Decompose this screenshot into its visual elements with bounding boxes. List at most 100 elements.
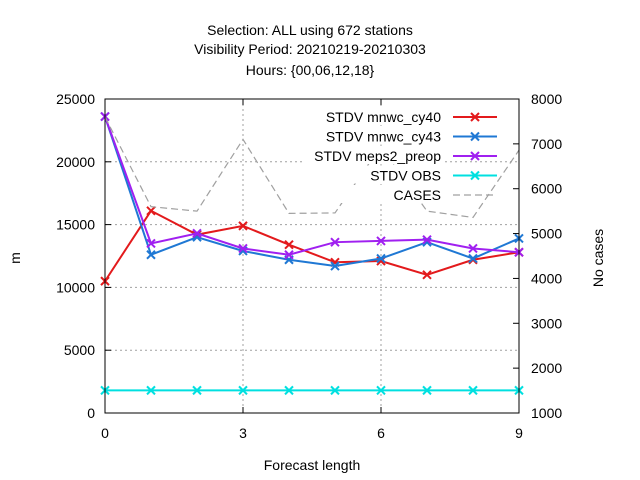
legend-text-bg	[305, 185, 445, 203]
data-point	[238, 385, 248, 396]
data-point	[146, 385, 156, 396]
legend-text-bg	[305, 107, 445, 125]
marker-stroke	[470, 170, 480, 181]
data-point	[422, 234, 432, 245]
y2-tick-label: 2000	[531, 360, 562, 376]
marker-stroke	[284, 385, 294, 396]
marker-stroke	[470, 112, 480, 122]
data-point	[422, 385, 432, 396]
data-point	[422, 270, 432, 280]
data-point	[146, 250, 156, 260]
legend-marker	[470, 170, 480, 181]
marker-stroke	[146, 206, 156, 216]
y2-tick-label: 7000	[531, 136, 562, 152]
legend-text-bg	[305, 126, 445, 145]
series-line-stdv-mnwc-cy40	[104, 209, 520, 282]
marker-stroke	[422, 385, 432, 396]
marker-stroke	[146, 238, 156, 249]
data-point	[284, 385, 294, 396]
data-point	[468, 385, 478, 396]
marker-stroke	[330, 261, 340, 271]
y2-tick-label: 1000	[531, 405, 562, 421]
series-cases	[104, 116, 520, 219]
data-point	[192, 385, 202, 396]
axes: 0 5000 10000 15000 20000 25000 0 3 6 9 1000 2000 300…	[56, 91, 562, 441]
data-point	[284, 239, 294, 250]
y-tick-label: 10000	[56, 279, 95, 295]
legend-marker	[470, 112, 480, 122]
data-point	[376, 385, 386, 396]
marker-stroke	[330, 237, 340, 247]
y2-tick-label: 3000	[531, 315, 562, 331]
marker-stroke	[470, 151, 480, 161]
series-stdv-obs	[100, 385, 524, 396]
data-point	[192, 228, 202, 239]
legend-label-stdv-mnwc-cy43: STDV mnwc_cy43	[326, 129, 441, 145]
marker-stroke	[192, 385, 202, 396]
y2-tick-label: 5000	[531, 226, 562, 242]
marker-stroke	[422, 270, 432, 280]
series-stdv-meps2-preop	[100, 111, 524, 260]
x-tick-label: 9	[515, 425, 523, 441]
x-tick-label: 6	[377, 425, 385, 441]
data-point	[330, 261, 340, 271]
legend-marker	[470, 151, 480, 161]
marker-stroke	[238, 221, 248, 231]
series-line-stdv-mnwc-cy43	[104, 116, 520, 268]
data-point	[146, 206, 156, 216]
marker-stroke	[238, 243, 248, 254]
marker-stroke	[284, 250, 294, 260]
title-line-3: Hours: {00,06,12,18}	[246, 62, 375, 78]
legend-label-cases: CASES	[394, 187, 441, 203]
legend: STDV mnwc_cy40 STDV mnwc_cy43 STDV meps2_p…	[305, 107, 497, 203]
y2-tick-label: 4000	[531, 270, 562, 286]
x-tick-label: 3	[239, 425, 247, 441]
legend-label-stdv-mnwc-cy40: STDV mnwc_cy40	[326, 109, 441, 125]
y2-axis-label: No cases	[590, 229, 606, 287]
marker-stroke	[238, 385, 248, 396]
y2-tick-label: 6000	[531, 181, 562, 197]
data-point	[238, 221, 248, 231]
data-point	[284, 250, 294, 260]
data-point	[330, 385, 340, 396]
legend-label-stdv-obs: STDV OBS	[370, 168, 441, 184]
legend-text-bg	[305, 165, 445, 184]
marker-stroke	[376, 253, 386, 264]
y-tick-label: 5000	[64, 342, 95, 358]
data-point	[376, 236, 386, 246]
marker-stroke	[376, 385, 386, 396]
marker-stroke	[284, 239, 294, 250]
plot-frame	[104, 98, 520, 414]
marker-stroke	[146, 250, 156, 260]
data-point	[330, 237, 340, 247]
series-line-stdv-meps2-preop	[104, 116, 520, 256]
y-tick-label: 20000	[56, 154, 95, 170]
marker-stroke	[468, 243, 478, 254]
series-layer	[100, 111, 524, 396]
series-line-cases	[104, 116, 520, 219]
data-point	[376, 253, 386, 264]
legend-marker	[470, 131, 480, 142]
data-point	[146, 238, 156, 249]
marker-stroke	[422, 234, 432, 245]
legend-label-stdv-meps2-preop: STDV meps2_preop	[314, 148, 441, 164]
legend-text-bg	[305, 146, 445, 164]
data-point	[238, 243, 248, 254]
y-tick-label: 15000	[56, 217, 95, 233]
y2-tick-label: 8000	[531, 91, 562, 107]
marker-stroke	[192, 228, 202, 239]
y-axis-label: m	[7, 252, 23, 264]
series-stdv-mnwc-cy43	[100, 111, 524, 271]
marker-stroke	[468, 385, 478, 396]
marker-stroke	[470, 131, 480, 142]
x-axis-label: Forecast length	[264, 457, 361, 473]
marker-stroke	[146, 385, 156, 396]
y-tick-label: 0	[87, 405, 95, 421]
marker-stroke	[376, 236, 386, 246]
data-point	[468, 253, 478, 264]
title-line-2: Visibility Period: 20210219-20210303	[194, 41, 426, 57]
title-line-1: Selection: ALL using 672 stations	[207, 22, 413, 38]
data-point	[468, 243, 478, 254]
marker-stroke	[468, 253, 478, 264]
